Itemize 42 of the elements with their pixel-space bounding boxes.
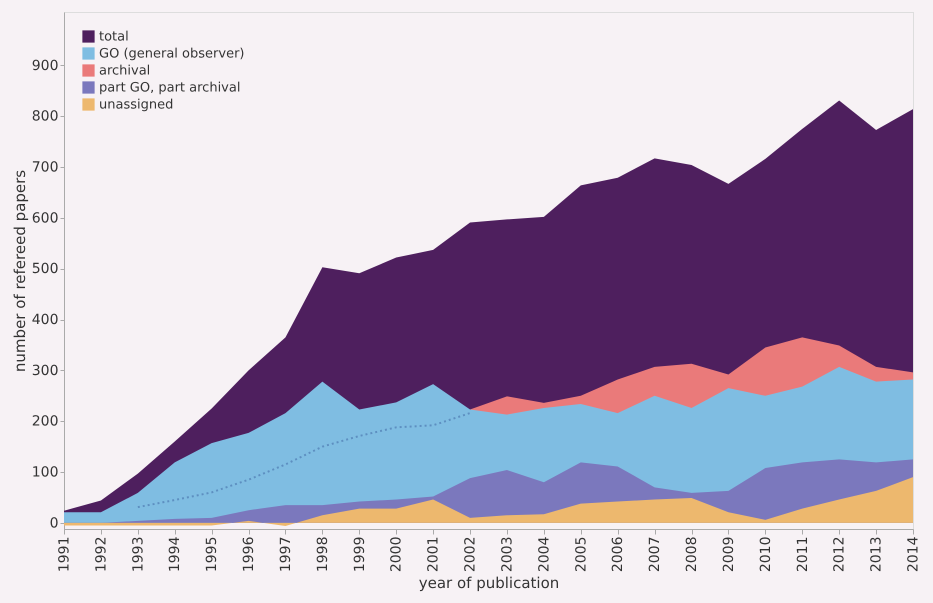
y-tick-label: 0 — [50, 515, 58, 532]
y-tick-label: 200 — [32, 414, 58, 430]
y-tick-label: 500 — [32, 261, 58, 278]
y-tick-label: 300 — [32, 362, 58, 379]
y-tick-label: 900 — [32, 58, 58, 74]
x-tick-label: 2012 — [832, 536, 848, 572]
legend-label: unassigned — [99, 98, 174, 112]
x-tick-label: 2005 — [573, 536, 590, 572]
x-tick-label: 1994 — [167, 536, 184, 572]
y-tick-label: 800 — [32, 108, 58, 125]
x-tick-label: 2002 — [462, 536, 479, 572]
x-tick-label: 1996 — [241, 536, 258, 572]
x-tick-label: 2003 — [499, 536, 516, 572]
x-tick-label: 2010 — [758, 536, 774, 572]
legend-label: GO (general observer) — [99, 46, 244, 62]
x-tick-label: 2006 — [610, 536, 626, 572]
legend-label: part GO, part archival — [99, 80, 240, 96]
x-tick-label: 1993 — [130, 536, 146, 572]
y-tick-label: 700 — [32, 160, 58, 176]
x-tick-label: 1997 — [278, 536, 294, 572]
x-tick-label: 1999 — [352, 536, 368, 572]
legend-label: total — [99, 30, 129, 44]
x-tick-label: 2000 — [388, 536, 405, 572]
x-tick-label: 1991 — [56, 536, 72, 572]
x-tick-label: 2004 — [536, 536, 552, 572]
x-tick-label: 2001 — [426, 536, 442, 572]
x-tick-label: 1995 — [204, 536, 220, 572]
y-tick-label: 600 — [32, 210, 58, 226]
x-tick-label: 2007 — [647, 536, 664, 572]
x-tick-label: 2013 — [868, 536, 885, 572]
x-axis-title: year of publication — [418, 574, 560, 592]
x-tick-label: 2008 — [684, 536, 700, 572]
x-tick-label: 2011 — [794, 536, 811, 572]
y-axis-title: number of refereed papers — [10, 170, 29, 372]
legend-label: archival — [99, 64, 150, 78]
x-tick-label: 2009 — [720, 536, 737, 572]
x-tick-label: 2014 — [906, 536, 922, 572]
y-tick-label: 100 — [32, 464, 58, 481]
x-tick-label: 1992 — [93, 536, 110, 572]
line-series — [136, 412, 472, 508]
y-tick-label: 400 — [32, 312, 58, 328]
x-tick-label: 1998 — [314, 536, 331, 572]
